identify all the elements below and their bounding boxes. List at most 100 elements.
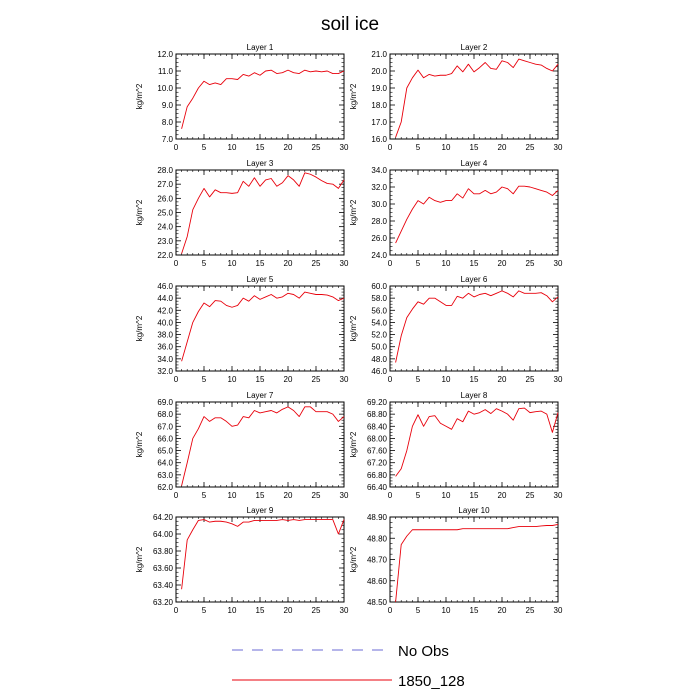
x-tick-label: 15	[470, 606, 479, 615]
y-tick-label: 17.0	[371, 118, 387, 127]
y-tick-label: 7.0	[162, 135, 174, 144]
x-tick-label: 10	[228, 375, 237, 384]
y-tick-label: 66.0	[157, 434, 173, 443]
x-tick-label: 5	[202, 606, 207, 615]
y-tick-label: 68.40	[367, 422, 388, 431]
legend-label-1850-128: 1850_128	[398, 673, 465, 690]
y-axis-label: kg/m^2	[135, 83, 144, 109]
x-tick-label: 30	[554, 143, 563, 152]
series-line-1850-128	[395, 407, 559, 477]
series-line-1850-128	[181, 406, 345, 486]
x-tick-label: 5	[202, 259, 207, 268]
x-tick-label: 20	[498, 606, 507, 615]
y-tick-label: 10.0	[157, 84, 173, 93]
plot-frame	[175, 53, 345, 140]
y-tick-label: 63.20	[153, 598, 174, 607]
panel-layer-5: Layer 5 kg/m^2 0 5 10 15 20 25 30 32.0 34.0 36.0 38.…	[135, 275, 349, 384]
plot-frame	[175, 285, 345, 372]
y-tick-label: 27.0	[157, 180, 173, 189]
x-tick-label: 30	[554, 375, 563, 384]
x-tick-label: 10	[228, 259, 237, 268]
x-tick-label: 20	[498, 491, 507, 500]
figure-title: soil ice	[321, 14, 379, 35]
y-tick-label: 67.20	[367, 459, 388, 468]
x-tick-label: 25	[312, 491, 321, 500]
x-tick-label: 20	[284, 375, 293, 384]
panel-title: Layer 3	[247, 159, 274, 168]
x-tick-label: 10	[442, 143, 451, 152]
plot-frame	[175, 169, 345, 256]
panel-title: Layer 8	[461, 391, 488, 400]
x-tick-label: 25	[526, 143, 535, 152]
y-tick-label: 12.0	[157, 50, 173, 59]
y-tick-label: 28.0	[157, 166, 173, 175]
y-tick-label: 48.60	[367, 577, 388, 586]
y-tick-label: 63.40	[153, 581, 174, 590]
y-tick-label: 48.90	[367, 513, 388, 522]
panel-title: Layer 2	[461, 43, 488, 52]
y-axis-label: kg/m^2	[349, 546, 358, 572]
panel-layer-10: Layer 10 kg/m^2 0 5 10 15 20 25 30 48.50 48.60 48.7…	[349, 506, 563, 615]
plot-frame	[175, 401, 345, 488]
y-tick-label: 69.20	[367, 398, 388, 407]
y-tick-label: 20.0	[371, 67, 387, 76]
x-tick-label: 0	[174, 375, 179, 384]
y-tick-label: 66.40	[367, 483, 388, 492]
x-tick-label: 0	[388, 375, 393, 384]
plot-frame	[389, 169, 559, 256]
x-tick-label: 15	[256, 491, 265, 500]
x-tick-label: 30	[340, 143, 349, 152]
x-tick-label: 15	[470, 375, 479, 384]
panel-layer-7: Layer 7 kg/m^2 0 5 10 15 20 25 30 62.0 63.0 64.0 65.…	[135, 391, 349, 500]
x-tick-label: 0	[174, 606, 179, 615]
y-tick-label: 62.0	[157, 483, 173, 492]
y-axis-label: kg/m^2	[135, 431, 144, 457]
x-tick-label: 5	[202, 143, 207, 152]
x-tick-label: 15	[256, 606, 265, 615]
y-tick-label: 44.0	[157, 294, 173, 303]
x-tick-label: 0	[388, 606, 393, 615]
x-tick-label: 10	[228, 491, 237, 500]
series-line-1850-128	[395, 523, 559, 603]
y-tick-label: 22.0	[157, 251, 173, 260]
x-tick-label: 10	[228, 606, 237, 615]
y-tick-label: 46.0	[371, 367, 387, 376]
y-tick-label: 58.0	[371, 294, 387, 303]
y-tick-label: 28.0	[371, 217, 387, 226]
series-line-1850-128	[181, 172, 345, 254]
y-tick-label: 60.0	[371, 282, 387, 291]
x-tick-label: 15	[470, 143, 479, 152]
x-tick-label: 10	[442, 491, 451, 500]
x-tick-label: 15	[256, 259, 265, 268]
x-tick-label: 15	[470, 491, 479, 500]
y-tick-label: 24.0	[371, 251, 387, 260]
x-tick-label: 0	[388, 259, 393, 268]
y-axis-label: kg/m^2	[349, 315, 358, 341]
panel-title: Layer 9	[247, 506, 274, 515]
x-tick-label: 5	[202, 375, 207, 384]
series-line-1850-128	[395, 185, 559, 244]
x-tick-label: 20	[284, 259, 293, 268]
y-tick-label: 11.0	[158, 67, 174, 76]
x-tick-label: 25	[312, 606, 321, 615]
y-tick-label: 67.60	[367, 447, 388, 456]
x-tick-label: 30	[554, 491, 563, 500]
x-tick-label: 0	[174, 259, 179, 268]
y-tick-label: 56.0	[371, 306, 387, 315]
x-tick-label: 25	[526, 606, 535, 615]
x-tick-label: 30	[554, 606, 563, 615]
y-tick-label: 26.0	[157, 194, 173, 203]
x-tick-label: 30	[340, 259, 349, 268]
y-tick-label: 68.0	[157, 410, 173, 419]
plot-frame	[389, 53, 559, 140]
y-tick-label: 19.0	[371, 84, 387, 93]
y-tick-label: 66.80	[367, 471, 388, 480]
y-tick-label: 16.0	[371, 135, 387, 144]
x-tick-label: 5	[416, 375, 421, 384]
series-line-1850-128	[395, 58, 559, 138]
y-axis-label: kg/m^2	[349, 83, 358, 109]
x-tick-label: 20	[284, 491, 293, 500]
y-tick-label: 63.60	[153, 564, 174, 573]
x-tick-label: 20	[284, 143, 293, 152]
plot-frame	[389, 401, 559, 488]
